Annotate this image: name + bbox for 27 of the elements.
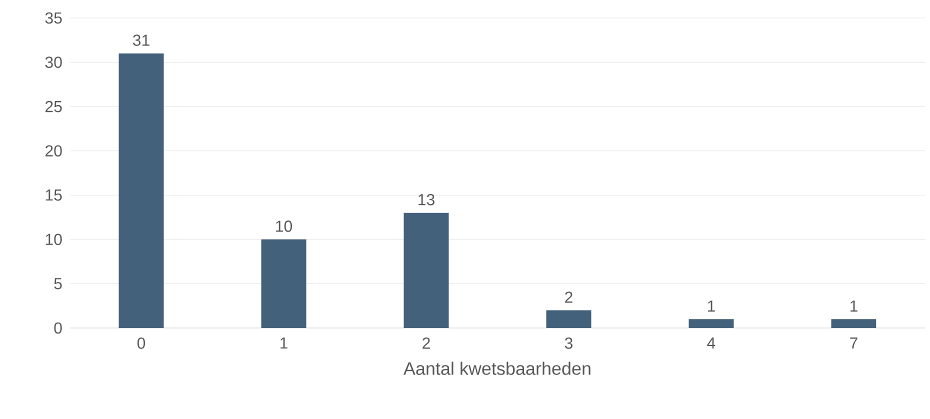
x-tick-label: 3 [564,338,572,349]
y-tick-label: 20 [45,145,62,157]
data-label: 13 [418,194,434,206]
y-tick-label: 15 [46,190,62,201]
data-label: 31 [132,34,150,46]
bar [404,212,449,328]
data-label: 1 [708,300,715,312]
bar [261,239,306,328]
x-axis-title: Aantal kwetsbaarheden [403,362,590,375]
bar [688,319,734,328]
y-tick-label: 25 [45,100,62,112]
x-tick-label: 7 [850,338,858,349]
y-tick-label: 35 [45,12,62,24]
x-tick-label: 2 [422,338,430,349]
x-tick-label: 0 [137,338,146,349]
y-tick-label: 30 [45,56,62,68]
x-tick-label: 1 [280,338,288,349]
bar [118,53,164,328]
data-label: 1 [850,300,858,312]
data-label: 2 [565,292,572,303]
x-tick-label: 4 [707,338,716,349]
data-label: 10 [276,220,292,232]
y-tick-label: 5 [54,278,62,290]
y-tick-label: 10 [46,234,62,246]
bar [546,310,592,328]
bar [831,319,876,328]
y-tick-label: 0 [54,322,62,334]
